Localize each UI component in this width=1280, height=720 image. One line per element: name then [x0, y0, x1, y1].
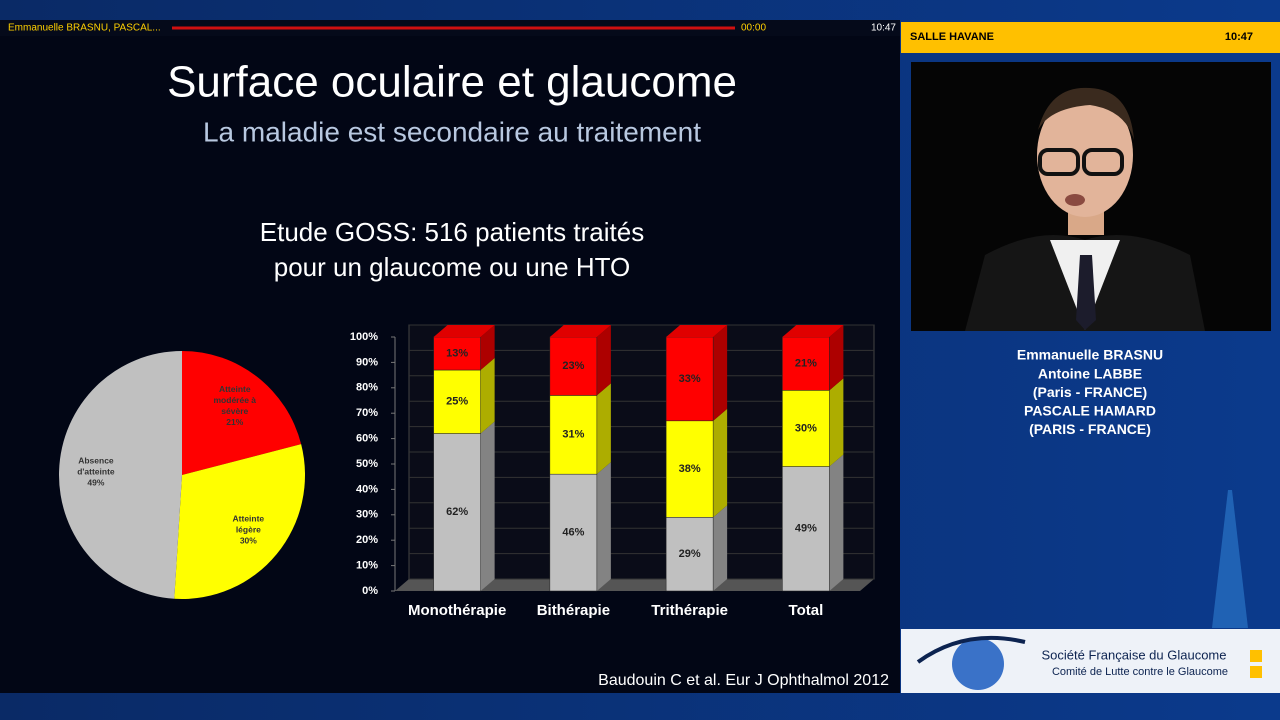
pie-slice: [174, 444, 305, 599]
y-tick-label: 60%: [356, 433, 378, 445]
bar-side: [713, 505, 728, 591]
speaker: Antoine LABBE: [1038, 365, 1142, 381]
pie-label: Atteinte modérée à sévère: [214, 384, 257, 416]
y-tick-label: 70%: [356, 407, 378, 419]
floor: [395, 579, 874, 591]
speaker: (Paris - FRANCE): [1033, 384, 1147, 400]
bar-side: [829, 325, 844, 391]
bar-value-label: 25%: [446, 396, 468, 408]
bar-value-label: 29%: [679, 548, 701, 560]
bar-value-label: 30%: [795, 422, 817, 434]
x-tick-label: Monothérapie: [408, 602, 506, 619]
bar: [782, 390, 830, 467]
bar-value-label: 49%: [795, 523, 817, 535]
bar-top: [549, 325, 611, 337]
y-tick-label: 50%: [356, 458, 378, 470]
elapsed: 00:00: [741, 23, 766, 34]
room: SALLE HAVANE: [910, 31, 994, 43]
logo-panel: [901, 629, 1280, 693]
y-tick-label: 10%: [356, 560, 378, 572]
pie-label-line: d'atteinte: [77, 467, 115, 477]
pie-label-line: Atteinte: [233, 514, 265, 524]
pie-label-line: sévère: [221, 406, 248, 416]
pie-label-line: légère: [236, 525, 261, 535]
bar-side: [480, 325, 495, 371]
pie-value-label: 30%: [240, 536, 257, 546]
bar-value-label: 46%: [562, 526, 584, 538]
bar-side: [829, 378, 844, 467]
bar-top: [666, 325, 728, 337]
bar-value-label: 33%: [679, 373, 701, 385]
bar-side: [713, 325, 728, 421]
y-tick-label: 80%: [356, 382, 378, 394]
bar-side: [596, 383, 611, 475]
slide-title: Surface oculaire et glaucome: [167, 58, 737, 107]
x-tick-label: Bithérapie: [537, 602, 610, 619]
bar: [665, 420, 714, 518]
logo-subtitle: Comité de Lutte contre le Glaucome: [1052, 666, 1228, 678]
x-tick-label: Total: [789, 602, 824, 619]
speaker: PASCALE HAMARD: [1024, 403, 1156, 419]
pie-label: Absence d'atteinte: [77, 456, 115, 477]
bar-value-label: 13%: [446, 347, 468, 359]
y-tick-label: 20%: [356, 534, 378, 546]
citation: Baudouin C et al. Eur J Ophthalmol 2012: [598, 672, 889, 689]
bar: [549, 473, 598, 592]
speaker: (PARIS - FRANCE): [1029, 421, 1151, 437]
bar-side: [596, 462, 611, 591]
study-line: Etude GOSS: 516 patients traités: [260, 217, 644, 247]
pie-label-line: modérée à: [214, 395, 257, 405]
study-line: pour un glaucome ou une HTO: [274, 252, 631, 282]
x-tick-label: Trithérapie: [651, 602, 728, 619]
tower: [1212, 490, 1248, 628]
bar: [665, 517, 714, 592]
pie-slice: [58, 351, 182, 599]
bar-value-label: 62%: [446, 506, 468, 518]
y-tick-label: 100%: [350, 331, 378, 343]
bar-value-label: 23%: [562, 360, 584, 372]
slide-subtitle: La maladie est secondaire au traitement: [203, 116, 701, 147]
speaker: Emmanuelle BRASNU: [1017, 347, 1163, 363]
logo-name: Société Française du Glaucome: [1042, 647, 1227, 662]
bar: [782, 466, 830, 592]
bar: [665, 336, 714, 422]
bar-side: [829, 454, 844, 591]
bar: [433, 433, 481, 592]
pie-value-label: 21%: [226, 417, 243, 427]
clock: 10:47: [871, 23, 896, 34]
presenter: Emmanuelle BRASNU, PASCAL...: [8, 23, 161, 34]
bar-side: [480, 421, 495, 591]
bar: [549, 395, 598, 475]
bar-value-label: 31%: [562, 429, 584, 441]
room-clock: 10:47: [1225, 31, 1253, 43]
bar-side: [713, 408, 728, 518]
pie-value-label: 49%: [87, 478, 104, 488]
bar: [433, 369, 481, 434]
y-tick-label: 40%: [356, 483, 378, 495]
pie-label: Atteinte légère: [233, 514, 265, 535]
video: [911, 62, 1271, 331]
pie-slice: [182, 351, 302, 475]
bar-top: [782, 325, 844, 337]
y-tick-label: 90%: [356, 356, 378, 368]
y-tick-label: 30%: [356, 509, 378, 521]
room-bar: [901, 22, 1280, 53]
bar-side: [596, 325, 611, 396]
pie-label-line: Atteinte: [219, 384, 251, 394]
bar-top: [433, 325, 495, 337]
bar-side: [480, 358, 495, 434]
y-tick-label: 0%: [362, 585, 378, 597]
bar-value-label: 38%: [679, 463, 701, 475]
pie-label-line: Absence: [78, 456, 114, 466]
bar: [549, 336, 598, 396]
bar-value-label: 21%: [795, 358, 817, 370]
bar: [433, 336, 481, 371]
bar: [782, 336, 830, 391]
